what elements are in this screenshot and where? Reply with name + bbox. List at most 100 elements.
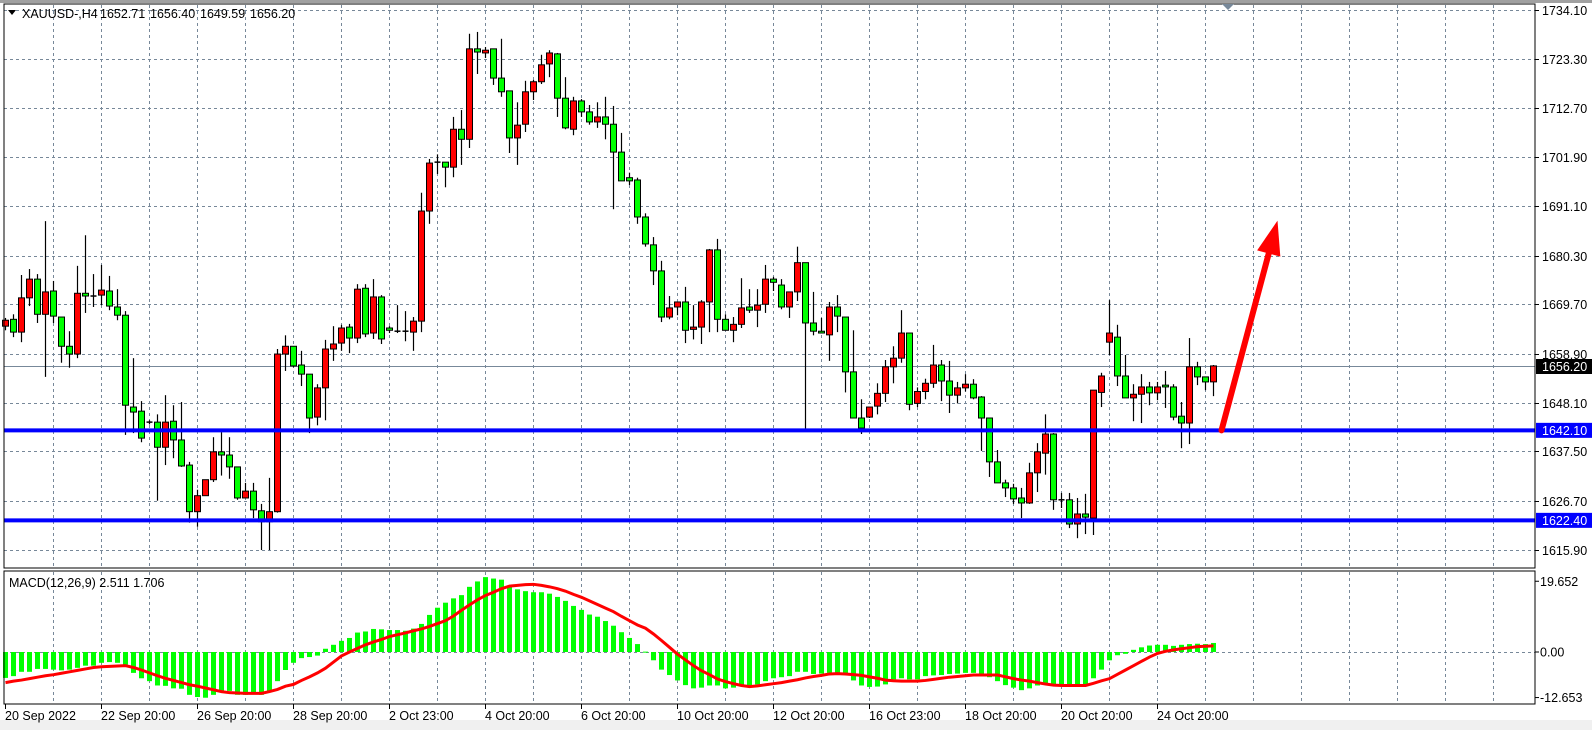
candle [930, 344, 937, 388]
candle-body-bearish [386, 327, 393, 331]
macd-histogram-bar [635, 644, 640, 652]
candle [1210, 365, 1217, 397]
candle [562, 77, 569, 130]
candle-body-bullish [466, 48, 473, 140]
macd-axis-label: 0.00 [1540, 646, 1564, 660]
candle-body-bearish [114, 306, 121, 316]
candle-body-bearish [1162, 384, 1169, 388]
candle-body-bearish [34, 278, 41, 315]
time-axis-label: 24 Oct 20:00 [1157, 709, 1229, 723]
candle [594, 102, 601, 128]
high-value: 1656.40 [150, 7, 195, 21]
candle-body-bearish [250, 490, 257, 511]
arrow-shaft[interactable] [1218, 250, 1272, 434]
candle-body-bearish [642, 216, 649, 245]
macd-histogram-bar [1059, 652, 1064, 686]
candle-body-bullish [370, 296, 377, 334]
candle [538, 54, 545, 85]
candle [1194, 361, 1201, 386]
macd-histogram-bar [299, 652, 304, 659]
candle [1138, 374, 1145, 424]
macd-histogram-bar [595, 616, 600, 652]
grid [4, 5, 1535, 703]
candle-body-bearish [1170, 386, 1177, 418]
candle-body-bearish [66, 345, 73, 355]
candle-body-bullish [1106, 332, 1113, 343]
candle [938, 359, 945, 402]
macd-histogram-bar [963, 652, 968, 673]
candle [882, 359, 889, 403]
chart-shift-marker-icon[interactable] [1222, 4, 1234, 10]
price-axis-label: 1701.90 [1542, 151, 1587, 165]
macd-histogram-bar [147, 652, 152, 682]
macd-panel-frame [3, 570, 1536, 705]
candle [906, 332, 913, 411]
candle [10, 314, 17, 338]
macd-histogram-bar [563, 600, 568, 652]
macd-histogram-bar [451, 598, 456, 652]
candle-body-bearish [850, 371, 857, 419]
macd-histogram-bar [67, 652, 72, 670]
price-axis-label: 1669.70 [1542, 298, 1587, 312]
macd-histogram-bar [275, 652, 280, 682]
macd-histogram-bar [731, 652, 736, 688]
price-line-label-box [1536, 512, 1592, 528]
candle-body-bearish [490, 48, 497, 79]
price-axis-label: 1691.10 [1542, 200, 1587, 214]
macd-histogram-bar [443, 602, 448, 652]
price-axis-label: 1712.70 [1542, 102, 1587, 116]
time-axis-label: 28 Sep 20:00 [293, 709, 367, 723]
macd-histogram-bar [707, 652, 712, 686]
candle-body-bullish [914, 391, 921, 404]
macd-histogram-bar [459, 595, 464, 652]
candle-body-bearish [234, 466, 241, 499]
macd-histogram-bar [771, 652, 776, 679]
symbol-timeframe: XAUUSD-,H4 [22, 7, 98, 21]
candle [234, 466, 241, 500]
horizontal-lines[interactable] [4, 428, 1535, 523]
candle [298, 350, 305, 387]
candle [634, 177, 641, 224]
macd-histogram-bar [811, 652, 816, 674]
macd-histogram-bar [115, 652, 120, 663]
candle-body-bullish [698, 301, 705, 328]
candle-body-bullish [514, 124, 521, 139]
candle [394, 305, 401, 334]
arrow-up-icon[interactable] [1257, 220, 1281, 257]
candle-body-bearish [346, 326, 353, 339]
macd-histogram-bar [1211, 642, 1216, 652]
candle [810, 291, 817, 336]
candle-body-bullish [546, 52, 553, 65]
candle [706, 248, 713, 333]
candle-body-bullish [194, 495, 201, 513]
candle [426, 158, 433, 224]
macd-histogram-bar [171, 652, 176, 689]
annotations[interactable] [1218, 220, 1281, 434]
macd-histogram-bar [307, 652, 312, 658]
candle [66, 331, 73, 368]
candle-body-bearish [458, 128, 465, 140]
triangle-down-icon[interactable] [8, 10, 16, 15]
candle-body-bullish [874, 392, 881, 407]
candle [98, 264, 105, 306]
macd-histogram-bar [539, 592, 544, 652]
macd-histogram-bar [587, 614, 592, 652]
candle [666, 296, 673, 320]
candle [402, 311, 409, 342]
candle [586, 105, 593, 125]
candle-body-bullish [1042, 433, 1049, 454]
candle-body-bullish [674, 301, 681, 308]
candle-body-bullish [2, 319, 9, 327]
candle-body-bullish [1026, 472, 1033, 504]
macd-histogram-bar [795, 652, 800, 672]
candle-body-bullish [18, 297, 25, 333]
candle-body-bearish [378, 296, 385, 340]
candle-body-bullish [1186, 366, 1193, 424]
candle [2, 317, 9, 331]
candle [210, 437, 217, 482]
candle-body-bullish [418, 210, 425, 322]
candle-body-bearish [122, 314, 129, 406]
macd-histogram-bar [691, 652, 696, 689]
candle [578, 99, 585, 117]
